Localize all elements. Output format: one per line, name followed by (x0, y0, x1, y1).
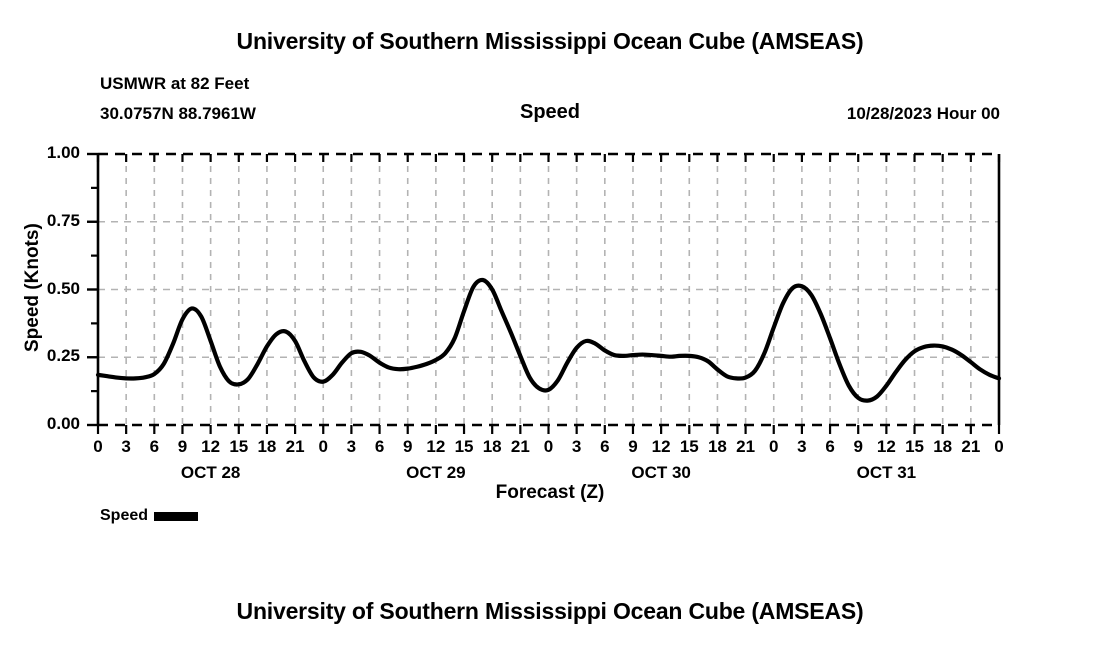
x-tick-label: 15 (454, 437, 474, 456)
x-tick-label: 6 (149, 437, 160, 456)
x-tick-label: 12 (201, 437, 221, 456)
legend-label: Speed (100, 507, 149, 524)
x-tick-label: 0 (769, 437, 779, 456)
series-line-speed (95, 277, 1002, 403)
x-tick-label: 18 (482, 437, 502, 456)
x-tick-label: 12 (876, 437, 896, 456)
station-depth-label: USMWR at 82 Feet (100, 74, 250, 93)
x-tick-label: 6 (825, 437, 835, 456)
x-tick-label: 12 (651, 437, 671, 456)
x-tick-label: 3 (797, 437, 807, 456)
x-tick-label: 3 (121, 437, 131, 456)
page-title-bottom: University of Southern Mississippi Ocean… (236, 598, 864, 624)
x-tick-label: 3 (346, 437, 357, 456)
x-tick-label: 3 (571, 437, 582, 456)
x-tick-label: 9 (402, 437, 413, 456)
y-tick-label: 0.75 (46, 210, 80, 230)
x-tick-label: 6 (374, 437, 385, 456)
x-tick-label: 18 (707, 437, 727, 456)
x-tick-label: 21 (285, 437, 305, 456)
x-tick-label: 0 (543, 437, 554, 456)
coordinates-label: 30.0757N 88.7961W (100, 104, 256, 123)
x-tick-label: 9 (177, 437, 188, 456)
variable-title: Speed (519, 101, 581, 123)
x-tick-label: 21 (510, 437, 530, 456)
x-tick-label: 18 (257, 437, 277, 456)
x-tick-label: 21 (736, 437, 756, 456)
x-tick-label: 12 (426, 437, 446, 456)
y-tick-label: 0.50 (46, 278, 80, 298)
x-day-label: OCT 30 (631, 463, 691, 482)
x-tick-label: 9 (853, 437, 863, 456)
y-tick-label: 0.00 (46, 414, 80, 433)
legend: Speed (100, 507, 199, 524)
y-tick-label: 1.00 (46, 143, 80, 162)
x-day-label: OCT 31 (856, 463, 917, 482)
x-day-label: OCT 29 (406, 463, 466, 482)
x-tick-label: 15 (229, 437, 249, 456)
x-axis-title: Forecast (Z) (495, 482, 605, 503)
x-day-label: OCT 28 (180, 463, 241, 482)
y-tick-label: 0.25 (46, 346, 80, 366)
run-datetime-label: 10/28/2023 Hour 00 (846, 104, 1000, 123)
x-tick-label: 15 (905, 437, 924, 456)
x-tick-label: 6 (600, 437, 610, 456)
x-tick-label: 15 (679, 437, 699, 456)
x-tick-label: 0 (318, 437, 328, 456)
x-tick-label: 18 (933, 437, 953, 456)
x-tick-label: 0 (93, 437, 103, 456)
page-title-top: University of Southern Mississippi Ocean… (236, 28, 864, 54)
x-tick-label: 0 (994, 437, 1004, 456)
x-tick-label: 9 (628, 437, 638, 456)
legend-line-swatch (154, 511, 199, 521)
x-tick-label: 21 (961, 437, 981, 456)
